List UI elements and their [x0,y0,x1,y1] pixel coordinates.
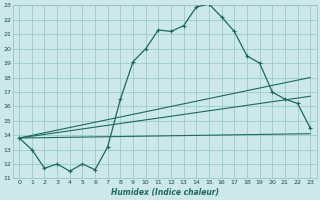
X-axis label: Humidex (Indice chaleur): Humidex (Indice chaleur) [111,188,219,197]
